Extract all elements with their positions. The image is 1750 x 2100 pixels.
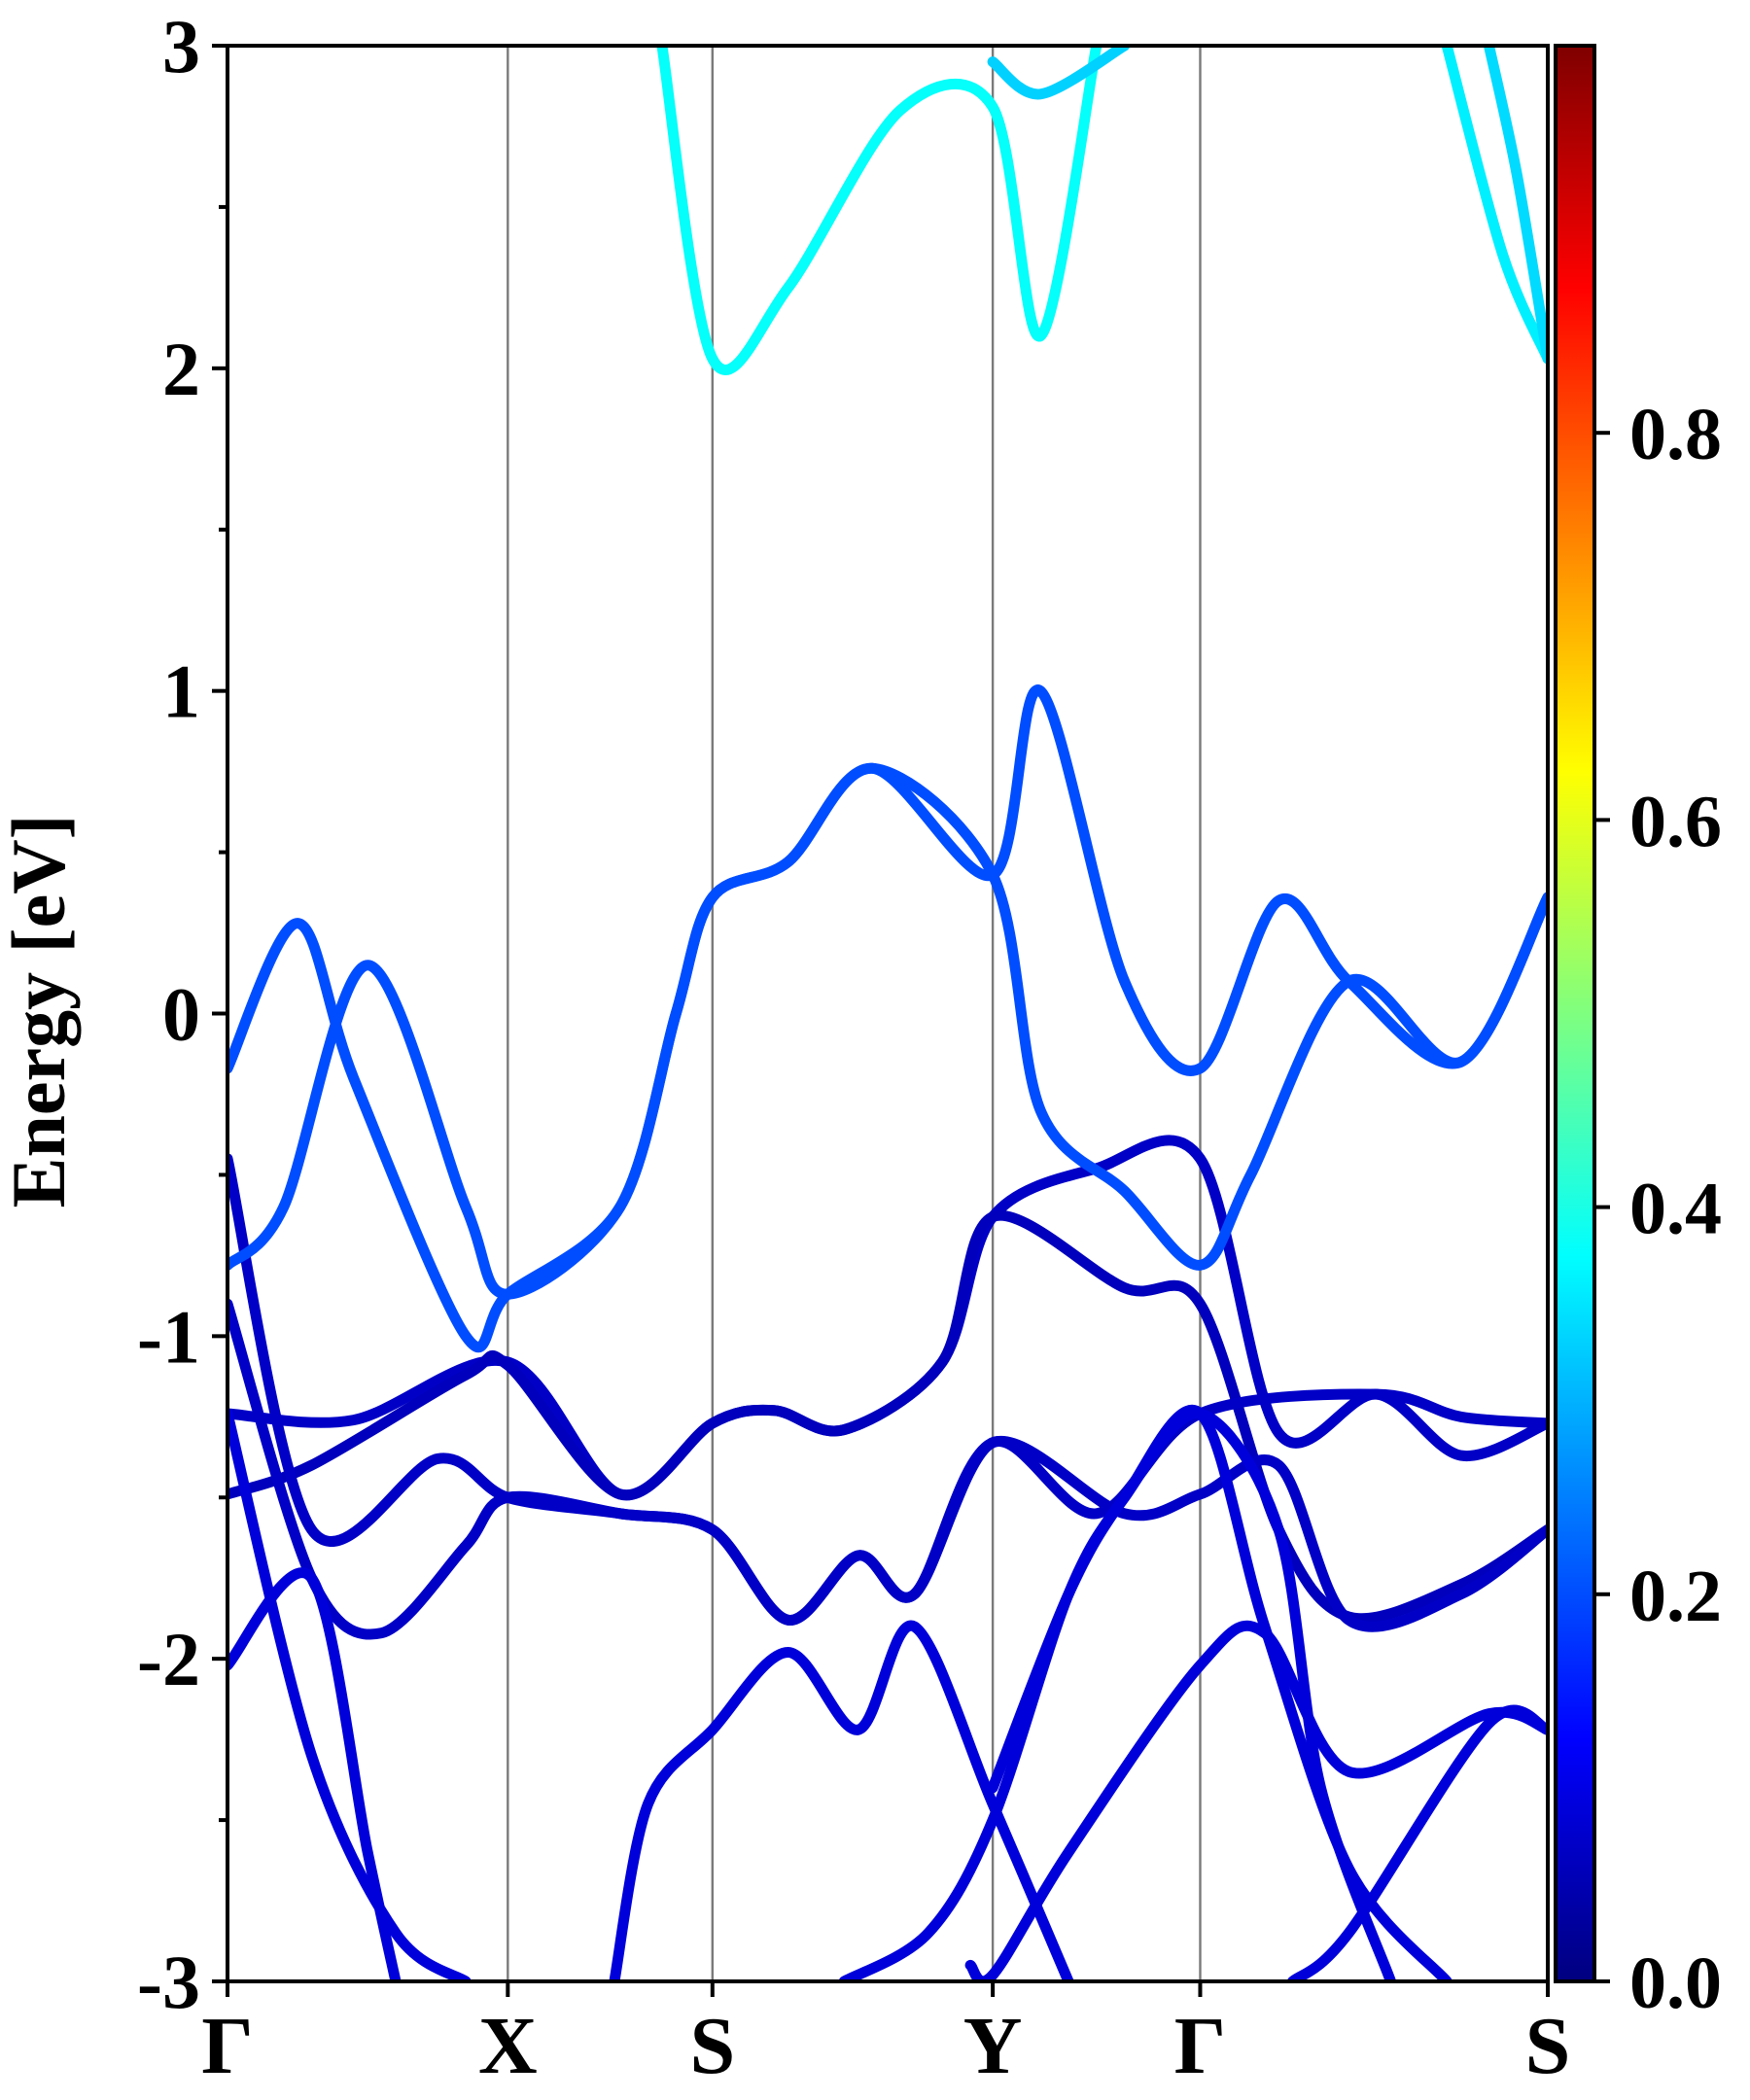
- plot-area: 3 2 1 0 -1 -2 -3 Γ X S Y Γ S: [137, 4, 1570, 2091]
- y-tick-label: 0: [162, 972, 200, 1057]
- band-4: [228, 1298, 1548, 1640]
- x-tick-label: Γ: [1174, 2001, 1226, 2091]
- colorbar-tick-label: 0.8: [1629, 394, 1722, 475]
- band-10: [964, 1620, 1548, 1981]
- colorbar-gradient: [1554, 44, 1596, 1983]
- high-symmetry-lines: [507, 46, 1202, 1981]
- colorbar: 0.0 0.2 0.4 0.6 0.8: [1554, 44, 1722, 2024]
- band-17: [1484, 46, 1548, 365]
- colorbar-tick-label: 0.6: [1629, 781, 1722, 862]
- band-15: [987, 46, 1131, 100]
- colorbar-tick-label: 0.0: [1629, 1942, 1722, 2024]
- y-tick-label: 2: [162, 327, 200, 411]
- x-tick-label: Y: [963, 2001, 1023, 2091]
- y-tick-label: -3: [137, 1940, 200, 2024]
- band-11: [1287, 1704, 1548, 1981]
- band-16: [1441, 46, 1548, 365]
- band-1: [228, 1135, 1548, 1501]
- band-lines: [228, 46, 1548, 1981]
- band-13: [228, 762, 1548, 1300]
- x-tick-label: S: [1525, 2001, 1571, 2091]
- band-2: [228, 1209, 1548, 1625]
- band-9: [987, 1408, 1396, 1981]
- y-tick-label: 3: [162, 4, 200, 88]
- band-14: [656, 46, 1102, 375]
- colorbar-tick-label: 0.4: [1629, 1169, 1722, 1250]
- colorbar-ticks: 0.0 0.2 0.4 0.6 0.8: [1594, 394, 1722, 2024]
- x-tick-label: X: [478, 2001, 538, 2091]
- y-tick-label: 1: [162, 649, 200, 734]
- colorbar-tick-label: 0.2: [1629, 1556, 1722, 1637]
- plot-frame: [226, 44, 1550, 1983]
- x-tick-label: Γ: [201, 2001, 253, 2091]
- x-tick-label: S: [689, 2001, 735, 2091]
- y-axis-ticks: 3 2 1 0 -1 -2 -3: [137, 4, 228, 2024]
- y-tick-label: -2: [137, 1617, 200, 1701]
- band-7: [609, 1620, 1074, 1981]
- band-6: [228, 1408, 472, 1981]
- band-12: [228, 684, 1548, 1353]
- y-tick-label: -1: [137, 1294, 200, 1379]
- y-axis-label: Energy [eV]: [0, 814, 81, 1208]
